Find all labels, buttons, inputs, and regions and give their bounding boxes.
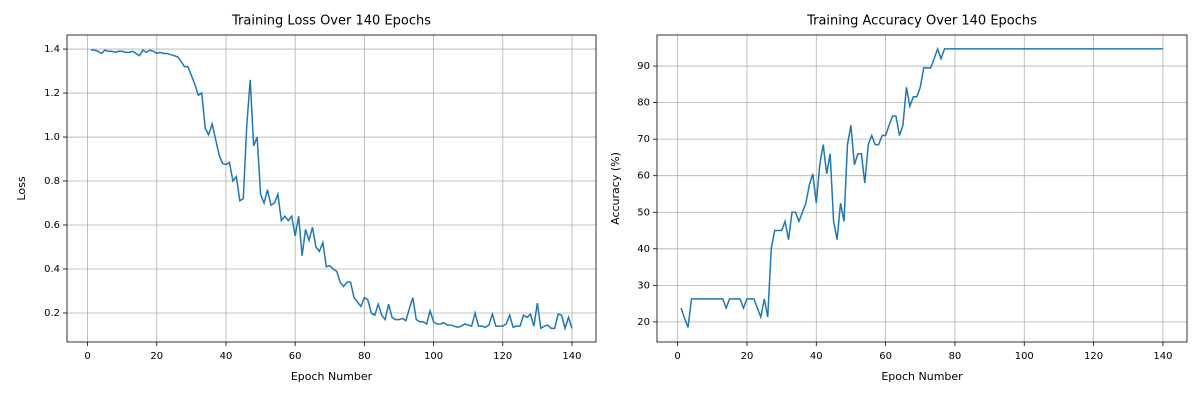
y-tick-label: 70	[637, 134, 650, 145]
loss-line	[91, 49, 573, 332]
x-axis-label: Epoch Number	[291, 370, 373, 383]
x-tick-label: 40	[220, 351, 233, 362]
y-tick-label: 90	[637, 61, 650, 72]
x-axis-label: Epoch Number	[881, 370, 963, 383]
x-tick-label: 80	[949, 351, 962, 362]
y-tick-label: 0.8	[44, 176, 60, 187]
y-tick-label: 20	[637, 317, 650, 328]
x-tick-label: 80	[358, 351, 371, 362]
x-tick-label: 120	[493, 351, 512, 362]
y-axis-label: Loss	[15, 176, 28, 200]
axes-frame	[66, 34, 597, 343]
y-tick-label: 40	[637, 244, 650, 255]
y-tick-label: 60	[637, 171, 650, 182]
y-tick-label: 1.2	[44, 88, 60, 99]
x-tick-label: 100	[424, 351, 443, 362]
x-tick-label: 20	[150, 351, 163, 362]
y-axis-label: Accuracy (%)	[609, 152, 622, 225]
y-tick-label: 0.2	[44, 308, 60, 319]
axes-frame	[656, 34, 1188, 343]
chart-title: Training Accuracy Over 140 Epochs	[806, 14, 1037, 29]
x-tick-label: 40	[810, 351, 823, 362]
y-tick-label: 1.4	[44, 44, 60, 55]
x-tick-label: 140	[562, 351, 581, 362]
x-tick-label: 20	[741, 351, 754, 362]
y-tick-label: 30	[637, 280, 650, 291]
y-tick-label: 1.0	[44, 132, 60, 143]
x-tick-label: 100	[1015, 351, 1034, 362]
chart-title: Training Loss Over 140 Epochs	[231, 14, 431, 29]
x-tick-label: 60	[879, 351, 892, 362]
y-tick-label: 80	[637, 98, 650, 109]
y-tick-label: 0.6	[44, 220, 60, 231]
loss-line	[680, 46, 1163, 328]
x-tick-label: 0	[84, 351, 90, 362]
y-tick-label: 0.4	[44, 264, 60, 275]
x-tick-label: 120	[1084, 351, 1103, 362]
x-tick-label: 0	[674, 351, 680, 362]
x-tick-label: 140	[1153, 351, 1172, 362]
y-tick-label: 50	[637, 207, 650, 218]
x-tick-label: 60	[289, 351, 302, 362]
